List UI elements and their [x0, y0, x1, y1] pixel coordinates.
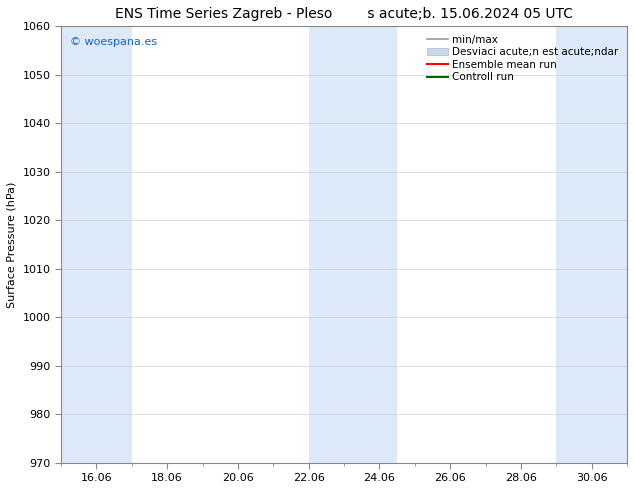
Y-axis label: Surface Pressure (hPa): Surface Pressure (hPa)	[7, 181, 17, 308]
Bar	[61, 26, 132, 463]
Title: ENS Time Series Zagreb - Pleso        s acute;b. 15.06.2024 05 UTC: ENS Time Series Zagreb - Pleso s acute;b…	[115, 7, 573, 21]
Bar	[344, 26, 397, 463]
Bar	[309, 26, 344, 463]
Text: © woespana.es: © woespana.es	[70, 37, 157, 47]
Legend: min/max, Desviaci acute;n est acute;ndar, Ensemble mean run, Controll run: min/max, Desviaci acute;n est acute;ndar…	[424, 31, 622, 86]
Bar	[556, 26, 627, 463]
